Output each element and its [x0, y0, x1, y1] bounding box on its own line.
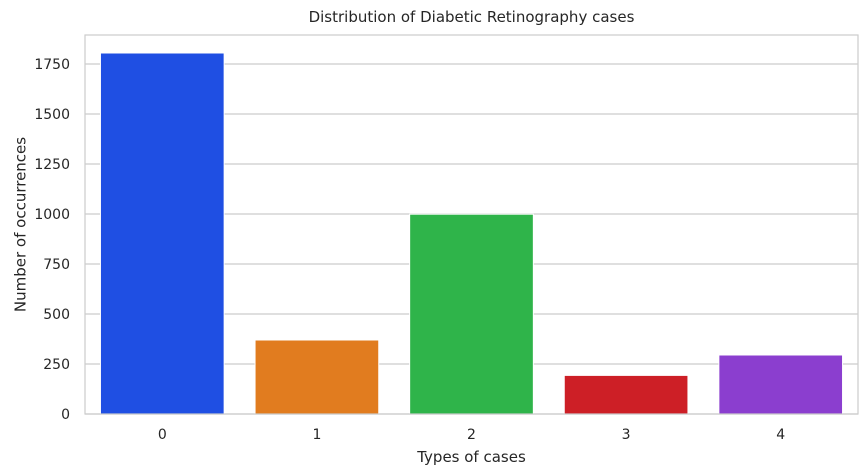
y-tick-label: 1000 — [34, 207, 70, 223]
x-tick-label: 0 — [158, 427, 167, 443]
y-tick-label: 750 — [43, 257, 70, 273]
bar-4 — [718, 354, 844, 415]
y-tick-label: 1500 — [34, 107, 70, 123]
x-tick-label: 2 — [467, 427, 476, 443]
x-axis-label: Types of cases — [416, 448, 526, 466]
chart-title: Distribution of Diabetic Retinography ca… — [309, 8, 635, 26]
y-tick-label: 500 — [43, 307, 70, 323]
x-tick-labels: 0 1 2 3 4 — [158, 427, 785, 443]
y-tick-label: 250 — [43, 357, 70, 373]
x-tick-label: 1 — [312, 427, 321, 443]
y-tick-label: 1250 — [34, 157, 70, 173]
y-tick-label: 1750 — [34, 57, 70, 73]
y-axis-label: Number of occurrences — [12, 137, 30, 312]
bars — [99, 52, 844, 415]
x-tick-label: 4 — [776, 427, 785, 443]
plot-frame — [84, 34, 859, 415]
bar-0 — [99, 52, 225, 415]
bar-1 — [254, 339, 380, 415]
bar-3 — [563, 374, 689, 415]
bar-2 — [409, 213, 534, 415]
y-tick-label: 0 — [61, 407, 70, 423]
y-tick-labels: 0 250 500 750 1000 1250 1500 1750 — [34, 57, 70, 423]
x-tick-label: 3 — [622, 427, 631, 443]
